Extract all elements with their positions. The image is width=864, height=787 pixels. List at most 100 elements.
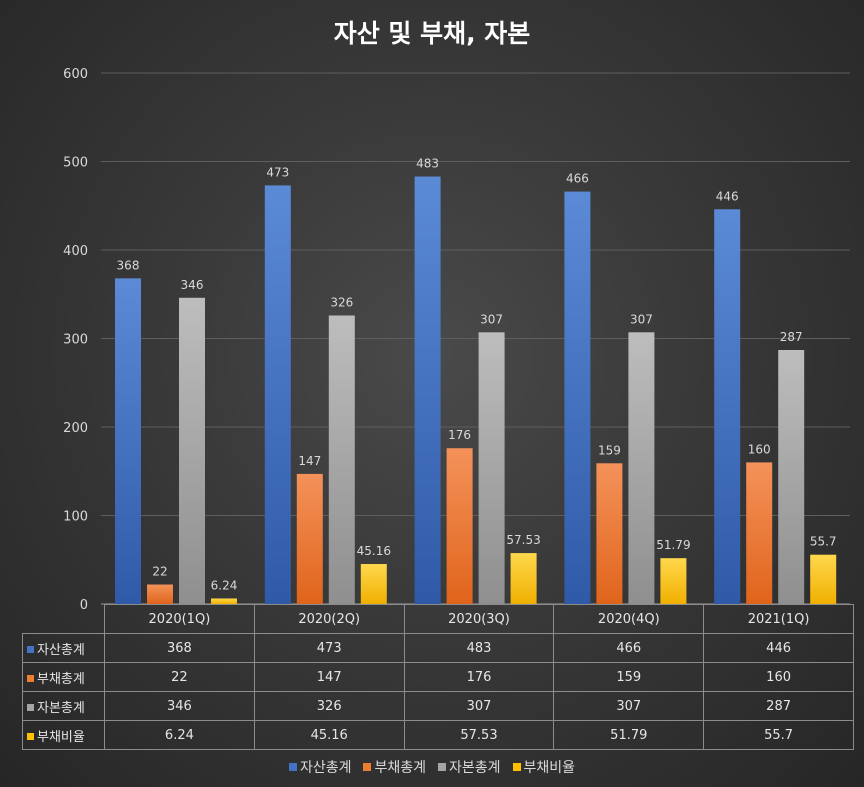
y-tick-label: 600 xyxy=(63,67,88,82)
series-swatch xyxy=(27,674,34,682)
table-cell: 6.24 xyxy=(104,720,255,750)
data-label: 346 xyxy=(181,278,204,292)
bar xyxy=(296,473,323,604)
series-name: 부채비율 xyxy=(37,729,85,745)
legend-label: 부채비율 xyxy=(523,760,576,776)
data-label: 287 xyxy=(780,330,803,344)
bar xyxy=(564,191,591,604)
bar xyxy=(360,564,387,604)
bar xyxy=(446,448,473,604)
legend: 자산총계 부채총계 자본총계 부채비율 xyxy=(0,757,864,777)
data-label: 147 xyxy=(298,454,321,468)
chart-title: 자산 및 부채, 자본 xyxy=(333,19,531,48)
table-cell: 466 xyxy=(553,633,705,663)
legend-swatch xyxy=(512,763,521,771)
data-label: 307 xyxy=(480,312,503,326)
series-swatch xyxy=(27,645,34,653)
table-row-header: 자본총계 xyxy=(22,691,105,721)
bar xyxy=(810,554,837,604)
bar xyxy=(211,598,237,604)
data-label: 446 xyxy=(716,189,739,203)
table-cell: 307 xyxy=(403,691,555,721)
y-tick-label: 100 xyxy=(63,510,88,525)
bar xyxy=(746,462,773,604)
table-cell: 22 xyxy=(104,662,255,692)
table-cell: 57.53 xyxy=(403,720,555,750)
data-label: 326 xyxy=(330,295,353,309)
data-label: 483 xyxy=(416,157,439,171)
series-swatch xyxy=(27,703,34,711)
x-tick-label: 2020(3Q) xyxy=(403,604,555,634)
legend-swatch xyxy=(438,763,446,771)
legend-item: 부채총계 xyxy=(363,757,426,777)
x-tick-label: 2021(1Q) xyxy=(703,604,854,634)
bar xyxy=(264,185,291,604)
table-cell: 307 xyxy=(553,691,705,721)
data-table: 2020(1Q) 2020(2Q) 2020(3Q) 2020(4Q) 2021(1Q)… xyxy=(22,604,854,750)
legend-label: 부채총계 xyxy=(374,760,426,776)
table-row-header: 자산총계 xyxy=(22,633,105,663)
table-cell: 483 xyxy=(403,633,555,663)
data-label: 159 xyxy=(598,443,621,457)
legend-swatch xyxy=(363,763,372,771)
table-corner xyxy=(22,604,105,634)
y-tick-label: 200 xyxy=(63,421,88,436)
data-label: 55.7 xyxy=(810,535,837,549)
legend-label: 자산총계 xyxy=(299,760,352,776)
bar xyxy=(660,558,687,604)
bar xyxy=(628,332,655,604)
table-cell: 51.79 xyxy=(553,720,705,750)
bar xyxy=(115,278,141,604)
bar xyxy=(414,176,441,605)
table-cell: 346 xyxy=(104,691,255,721)
table-row: 부채비율 6.24 45.16 57.53 51.79 55.7 xyxy=(22,720,854,750)
legend-swatch xyxy=(288,763,297,771)
table-cell: 368 xyxy=(104,633,255,663)
table-row: 자산총계 368 473 483 466 446 xyxy=(22,633,854,663)
table-cell: 160 xyxy=(703,662,854,692)
bar xyxy=(147,584,173,604)
x-tick-label: 2020(2Q) xyxy=(253,604,405,634)
y-tick-label: 500 xyxy=(63,156,88,171)
data-label: 307 xyxy=(630,312,653,326)
data-label: 22 xyxy=(152,565,167,579)
data-label: 176 xyxy=(448,428,471,442)
table-cell: 176 xyxy=(403,662,555,692)
data-label: 6.24 xyxy=(211,578,238,592)
table-cell: 45.16 xyxy=(253,720,405,750)
x-tick-label: 2020(1Q) xyxy=(104,604,255,634)
bar xyxy=(478,332,505,604)
y-tick-label: 300 xyxy=(63,333,88,348)
legend-label: 자본총계 xyxy=(449,760,501,776)
bar xyxy=(778,350,805,604)
table-row-header: 부채비율 xyxy=(22,720,105,750)
legend-item: 자본총계 xyxy=(438,757,501,777)
data-label: 57.53 xyxy=(506,533,540,547)
y-tick-label: 400 xyxy=(63,244,88,259)
data-label: 466 xyxy=(566,172,589,186)
table-cell: 473 xyxy=(253,633,405,663)
bar xyxy=(596,463,623,604)
table-row-header: 부채총계 xyxy=(22,662,105,692)
table-cell: 287 xyxy=(703,691,854,721)
table-cell: 147 xyxy=(253,662,405,692)
table-cell: 446 xyxy=(703,633,854,663)
data-label: 473 xyxy=(266,165,289,179)
legend-item: 자산총계 xyxy=(288,757,352,777)
data-label: 368 xyxy=(117,258,140,272)
x-tick-label: 2020(4Q) xyxy=(553,604,705,634)
data-label: 45.16 xyxy=(357,544,391,558)
series-swatch xyxy=(27,732,34,740)
table-cell: 326 xyxy=(253,691,405,721)
series-name: 자산총계 xyxy=(37,642,85,658)
series-name: 부채총계 xyxy=(37,671,85,687)
bar xyxy=(328,315,355,604)
data-label: 51.79 xyxy=(656,538,690,552)
legend-item: 부채비율 xyxy=(512,757,576,777)
bar xyxy=(179,297,205,604)
table-row: 자본총계 346 326 307 307 287 xyxy=(22,691,854,721)
bar xyxy=(510,553,537,604)
table-row: 부채총계 22 147 176 159 160 xyxy=(22,662,854,692)
table-cell: 159 xyxy=(553,662,705,692)
